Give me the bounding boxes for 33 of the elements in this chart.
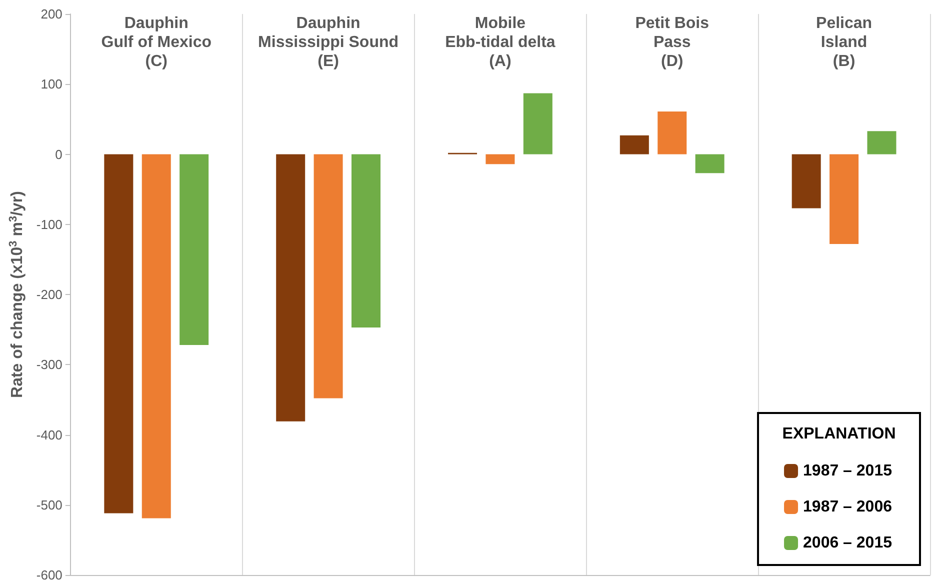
y-tick-label: -500 [36,497,62,512]
bar [276,154,306,422]
y-tick-label: -200 [36,287,62,302]
y-tick-label: 100 [40,76,62,92]
y-tick-label: -600 [36,568,62,582]
legend-label: 1987 – 2006 [803,498,892,516]
y-tick-label: 200 [40,6,62,22]
x-tick-label: Dauphin Gulf of Mexico (C) [101,15,212,70]
legend-label: 1987 – 2015 [803,462,892,480]
bar [620,135,649,154]
bar [792,154,821,208]
x-tick-label: Petit Bois Pass (D) [635,15,710,70]
bar [142,154,171,518]
bar [867,131,896,154]
bar [658,111,687,154]
bar [180,154,209,345]
y-axis-title: Rate of change (x103 m3/yr) [8,191,26,398]
bar [523,93,552,154]
bar [830,154,859,244]
x-tick-label: Mobile Ebb-tidal delta (A) [445,15,556,70]
bar [486,154,515,164]
bar [351,154,380,328]
bar [104,154,134,514]
y-tick-label: -300 [36,357,62,372]
y-tick-label: -100 [36,216,62,232]
x-tick-label: Pelican Island (B) [816,15,872,70]
legend-label: 2006 – 2015 [803,534,892,552]
y-tick-label: 0 [55,146,62,162]
legend-title: EXPLANATION [782,426,896,442]
y-tick-label: -400 [36,427,62,442]
x-tick-label: Dauphin Mississippi Sound (E) [258,15,399,70]
bar [695,154,724,174]
bar [314,154,343,398]
